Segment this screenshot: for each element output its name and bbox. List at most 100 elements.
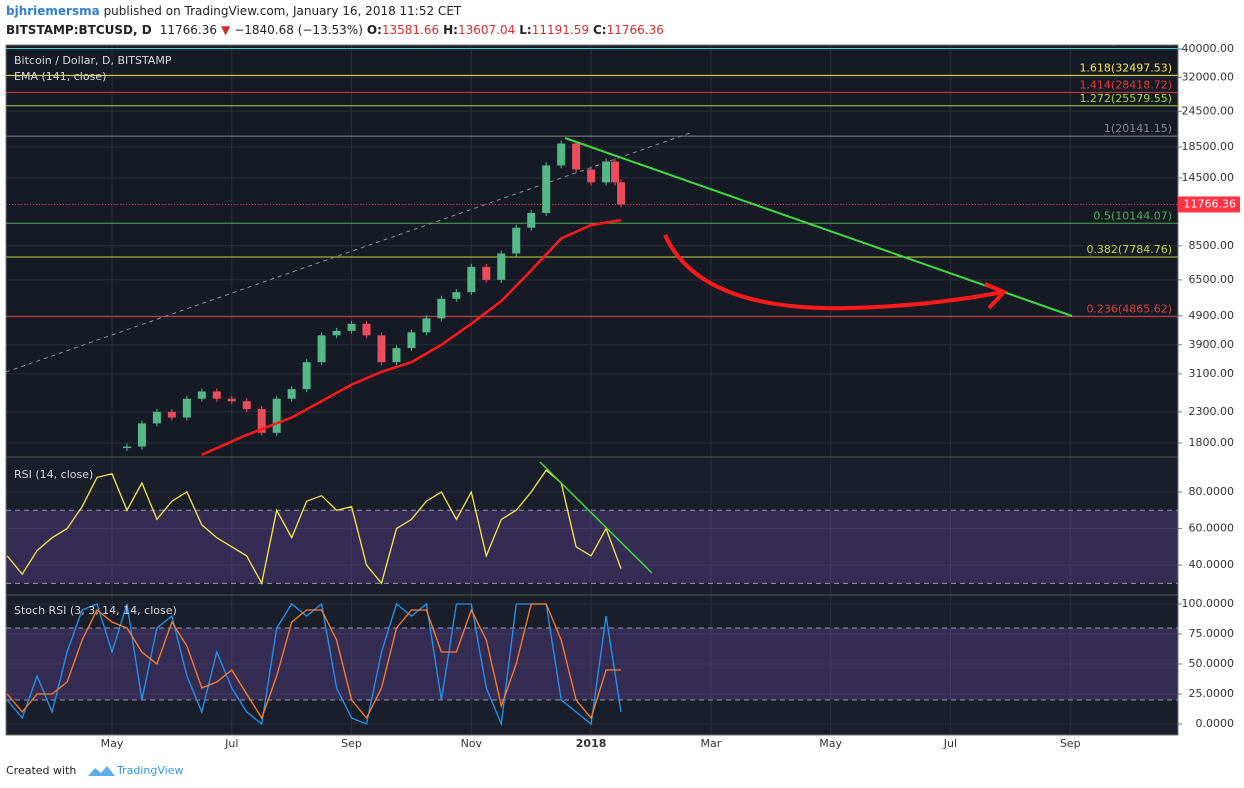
ema-line xyxy=(201,218,622,456)
candle xyxy=(557,143,566,166)
candle xyxy=(392,348,401,363)
candle xyxy=(227,398,236,402)
candle xyxy=(617,182,626,205)
candle xyxy=(317,335,326,363)
fib-label: 0.5(10144.07) xyxy=(1093,209,1172,222)
candle xyxy=(497,253,506,280)
x-tick-label: Nov xyxy=(461,737,483,750)
candle xyxy=(407,332,416,349)
y-tick-label: 32000.00 xyxy=(1182,70,1235,83)
red-arrow xyxy=(663,234,1004,311)
y-tick-label: 3900.00 xyxy=(1189,338,1235,351)
dashed-trendline xyxy=(6,132,691,373)
x-tick-label: 2018 xyxy=(576,737,607,750)
y-tick-label: 8500.00 xyxy=(1189,239,1235,252)
author: bjhriemersma xyxy=(6,4,100,18)
last-price-tag xyxy=(1178,196,1240,213)
candle xyxy=(437,298,446,319)
candle xyxy=(332,330,341,336)
pane-marks xyxy=(6,602,622,727)
symbol: BITSTAMP:BTCUSD, D xyxy=(6,23,152,37)
change: −1840.68 (−13.53%) xyxy=(234,23,363,37)
pane-marks xyxy=(6,469,622,586)
x-tick-label: Sep xyxy=(341,737,362,750)
published: published on TradingView.com, January 16… xyxy=(104,4,462,18)
marks: 2(40159.29) 1.618(32497.53) 1.414(28418.72… xyxy=(6,34,1178,727)
y-tick-label: 60.0000 xyxy=(1189,522,1235,535)
ohlc-value: 13581.66 xyxy=(382,23,439,37)
y-tick-label: 2300.00 xyxy=(1189,405,1235,418)
y-tick-label: 0.0000 xyxy=(1196,717,1235,730)
indicator-line xyxy=(6,469,622,586)
candle xyxy=(212,391,221,399)
candle xyxy=(122,446,131,449)
candle xyxy=(422,318,431,333)
x-tick-label: May xyxy=(101,737,124,750)
y-tick-label: 18500.00 xyxy=(1182,140,1235,153)
candle xyxy=(272,398,281,433)
candle xyxy=(542,165,551,214)
y-tick-label: 50.0000 xyxy=(1189,657,1235,670)
y-tick-label: 40.0000 xyxy=(1189,558,1235,571)
ohlc-value: 13607.04 xyxy=(458,23,515,37)
pane-marks: 2(40159.29) 1.618(32497.53) 1.414(28418.72… xyxy=(6,34,1178,456)
fib-label: 1(20141.15) xyxy=(1104,122,1172,135)
labels: May Jul Sep Nov 2018 Mar May Jul Sep 40000.00 3200… xyxy=(101,42,1240,750)
ohlc-label: L: xyxy=(519,23,531,37)
candle xyxy=(482,266,491,280)
candle xyxy=(347,323,356,331)
x-tick-label: Mar xyxy=(700,737,721,750)
y-tick-label: 1800.00 xyxy=(1189,436,1235,449)
candle xyxy=(512,227,521,254)
candle xyxy=(152,411,161,424)
candle xyxy=(587,169,596,183)
pane-title: Bitcoin / Dollar, D, BITSTAMP xyxy=(14,54,172,67)
y-tick-label: 75.0000 xyxy=(1189,627,1235,640)
candle xyxy=(287,389,296,399)
y-tick-label: 40000.00 xyxy=(1182,42,1235,55)
x-tick-label: Jul xyxy=(224,737,238,750)
y-tick-label: 3100.00 xyxy=(1189,367,1235,380)
pane-title: Stoch RSI (3, 3, 14, 14, close) xyxy=(14,604,177,617)
fib-label: 2(40159.29) xyxy=(1104,34,1172,47)
fib-label: 1.272(25579.55) xyxy=(1079,92,1172,105)
header-line: bjhriemersma published on TradingView.co… xyxy=(6,4,462,18)
ohlc-value: 11766.36 xyxy=(607,23,664,37)
x-tick-label: May xyxy=(819,737,842,750)
candle xyxy=(137,423,146,447)
y-tick-label: 100.0000 xyxy=(1182,597,1235,610)
candle xyxy=(167,411,176,418)
symbol-line: BITSTAMP:BTCUSD, D 11766.36 ▼ −1840.68 (−13… xyxy=(6,23,664,37)
candle xyxy=(257,409,266,433)
drawings xyxy=(6,132,1073,373)
footer-text: Created with xyxy=(6,764,76,777)
fib-label: 0.382(7784.76) xyxy=(1086,243,1172,256)
grid xyxy=(6,45,1178,735)
y-tick-label: 6500.00 xyxy=(1189,273,1235,286)
candle xyxy=(182,398,191,418)
candle xyxy=(362,323,371,336)
indicator-line xyxy=(6,603,621,720)
down-triangle: ▼ xyxy=(221,23,231,37)
last-price-label: 11766.36 xyxy=(1184,197,1237,210)
candle xyxy=(197,391,206,399)
candle xyxy=(572,143,581,170)
candle xyxy=(377,335,386,363)
x-tick-label: Sep xyxy=(1060,737,1081,750)
candle xyxy=(302,362,311,390)
candle xyxy=(611,161,620,183)
ema-label: EMA (141, close) xyxy=(14,70,106,83)
ohlc-label: H: xyxy=(443,23,458,37)
candle xyxy=(467,266,476,293)
indicator-background xyxy=(6,457,1178,735)
brand-link[interactable]: TradingView xyxy=(116,764,183,777)
y-tick-label: 4900.00 xyxy=(1189,309,1235,322)
candle xyxy=(527,213,536,228)
y-tick-label: 14500.00 xyxy=(1182,171,1235,184)
fib-label: 1.618(32497.53) xyxy=(1079,61,1172,74)
fib-label: 1.414(28418.72) xyxy=(1079,78,1172,91)
band-fill xyxy=(6,510,1178,584)
y-tick-label: 80.0000 xyxy=(1189,485,1235,498)
ohlc-label: O: xyxy=(367,23,382,37)
